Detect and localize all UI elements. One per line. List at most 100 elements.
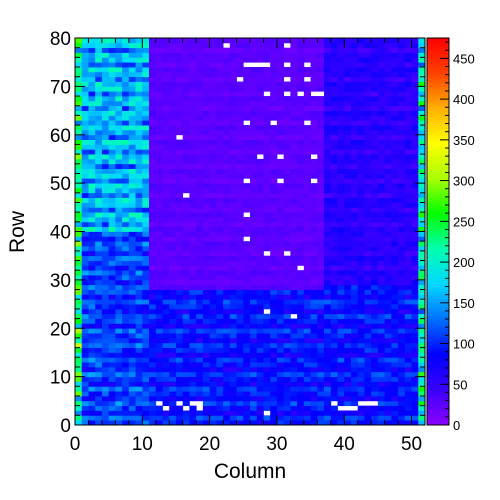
heatmap-cell — [364, 294, 372, 300]
heatmap-cell — [209, 391, 217, 397]
heatmap-cell — [418, 352, 426, 358]
heatmap-cell — [263, 337, 271, 344]
heatmap-cell — [162, 67, 170, 73]
heatmap-cell — [290, 139, 298, 145]
heatmap-cell — [350, 323, 359, 329]
heatmap-cell — [357, 347, 365, 353]
heatmap-cell — [108, 415, 116, 421]
heatmap-cell — [223, 158, 231, 165]
heatmap-cell — [418, 76, 426, 82]
heatmap-cell — [149, 173, 157, 179]
heatmap-cell — [270, 91, 278, 97]
heatmap-cell — [310, 289, 318, 295]
heatmap-cell — [270, 400, 278, 407]
heatmap-cell — [344, 391, 352, 397]
heatmap-cell — [202, 158, 211, 165]
heatmap-cell — [149, 289, 157, 295]
heatmap-cell — [276, 347, 285, 353]
heatmap-cell — [377, 275, 386, 281]
heatmap-cell — [209, 231, 217, 237]
heatmap-cell — [276, 91, 285, 97]
heatmap-cell — [209, 207, 217, 213]
heatmap-cell — [350, 381, 359, 387]
heatmap-cell — [283, 284, 291, 290]
heatmap-cell — [175, 260, 184, 266]
heatmap-cell — [196, 115, 204, 121]
heatmap-cell — [337, 250, 345, 257]
heatmap-cell — [81, 395, 89, 402]
heatmap-cell — [189, 362, 197, 368]
heatmap-cell — [270, 323, 278, 329]
heatmap-cell — [250, 362, 258, 368]
heatmap-cell — [377, 158, 386, 165]
heatmap-cell — [229, 337, 237, 344]
heatmap-cell — [229, 304, 237, 310]
heatmap-cell — [115, 275, 123, 281]
heatmap-cell — [175, 357, 184, 363]
heatmap-cell — [142, 241, 150, 247]
heatmap-cell — [317, 250, 325, 257]
heatmap-cell — [371, 337, 379, 344]
heatmap-cell — [229, 226, 237, 232]
heatmap-cell — [162, 125, 170, 131]
heatmap-cell — [115, 376, 123, 382]
heatmap-cell — [371, 81, 379, 87]
heatmap-cell — [243, 100, 251, 107]
heatmap-cell — [371, 250, 379, 257]
heatmap-cell — [371, 342, 379, 348]
heatmap-cell — [95, 67, 103, 73]
heatmap-cell — [337, 91, 345, 97]
heatmap-cell — [317, 129, 325, 136]
heatmap-cell — [75, 226, 83, 232]
heatmap-cell — [364, 139, 372, 145]
heatmap-cell — [182, 81, 190, 87]
heatmap-cell — [263, 260, 271, 266]
heatmap-cell — [229, 192, 237, 199]
heatmap-cell — [169, 125, 177, 131]
heatmap-cell — [142, 86, 150, 92]
heatmap-cell — [196, 129, 204, 136]
heatmap-cell — [122, 197, 130, 203]
heatmap-cell — [303, 342, 311, 348]
heatmap-cell — [88, 212, 96, 218]
heatmap-cell — [263, 299, 271, 305]
heatmap-cell — [357, 144, 365, 150]
heatmap-cell — [270, 226, 278, 232]
heatmap-cell — [377, 207, 386, 213]
heatmap-cell — [182, 279, 190, 286]
heatmap-cell — [263, 192, 271, 199]
heatmap-cell — [81, 42, 89, 49]
heatmap-cell — [350, 415, 359, 421]
heatmap-cell — [216, 139, 224, 145]
heatmap-cell — [122, 304, 130, 310]
heatmap-cell — [357, 371, 365, 378]
heatmap-cell — [142, 38, 150, 44]
heatmap-cell — [128, 260, 136, 266]
heatmap-cell — [122, 76, 130, 82]
heatmap-cell — [101, 100, 110, 107]
heatmap-cell — [115, 255, 123, 261]
heatmap-cell — [357, 47, 365, 53]
heatmap-cell — [149, 400, 157, 407]
heatmap-cell — [81, 144, 89, 150]
heatmap-cell — [344, 221, 352, 228]
heatmap-cell — [391, 279, 399, 286]
heatmap-cell — [283, 241, 291, 247]
heatmap-cell — [337, 158, 345, 165]
heatmap-cell — [101, 381, 110, 387]
heatmap-cell — [108, 71, 116, 78]
heatmap-cell — [377, 226, 386, 232]
heatmap-cell — [290, 110, 298, 116]
heatmap-cell — [384, 38, 392, 44]
heatmap-cell — [81, 366, 89, 373]
heatmap-cell — [290, 362, 298, 368]
heatmap-cell — [398, 415, 406, 421]
heatmap-cell — [128, 347, 136, 353]
heatmap-cell — [303, 86, 311, 92]
heatmap-cell — [418, 52, 426, 58]
heatmap-cell — [88, 250, 96, 257]
heatmap-cell — [418, 149, 426, 155]
heatmap-cell — [81, 115, 89, 121]
heatmap-cell — [236, 371, 244, 378]
y-tick-label: 30 — [50, 271, 71, 292]
